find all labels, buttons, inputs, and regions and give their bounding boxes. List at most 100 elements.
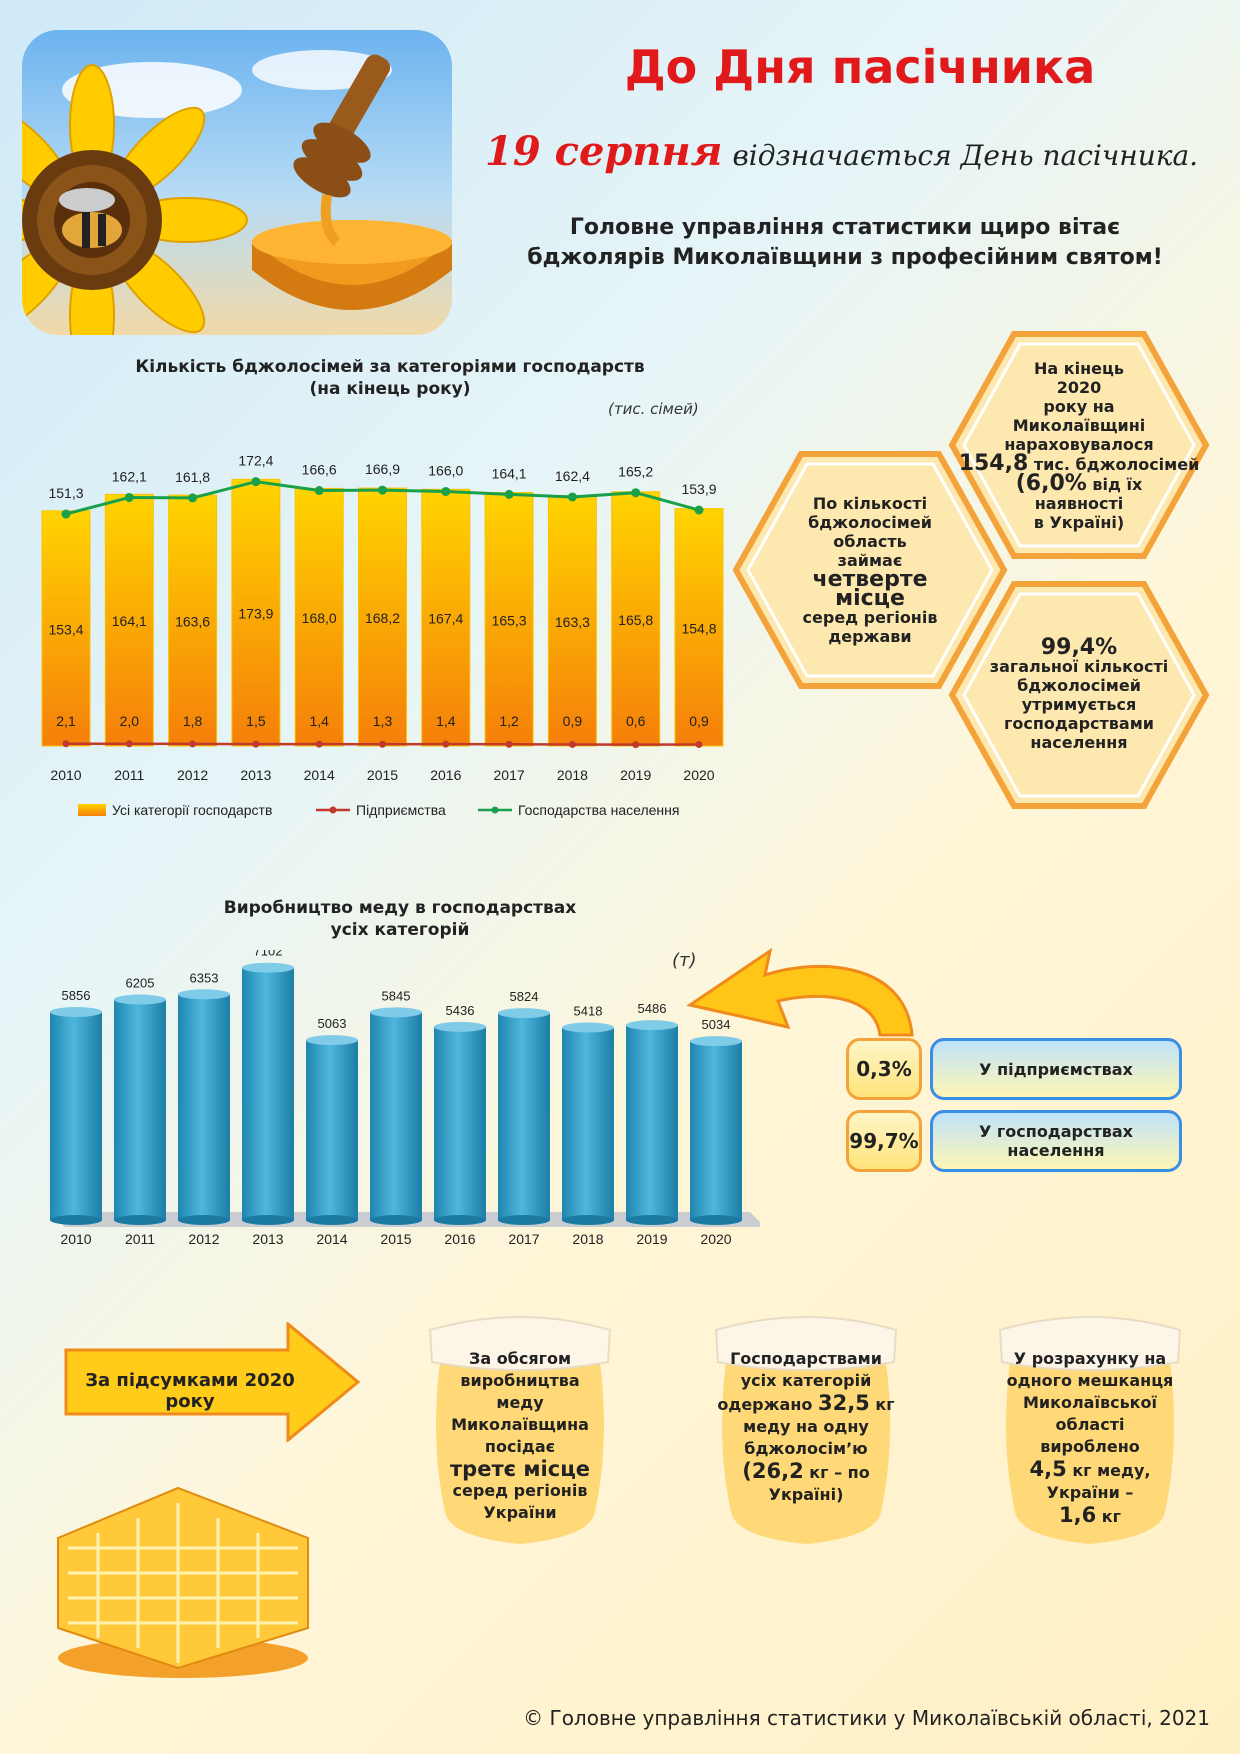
bar-all-categories: [611, 491, 661, 747]
honey-bar-top: [50, 1006, 102, 1017]
bar-label-all: 153,4: [48, 621, 83, 637]
bar-label-all: 164,1: [112, 613, 147, 629]
jar-highlight: 26,2: [751, 1459, 804, 1483]
hex-line: загальної кількості: [989, 657, 1169, 676]
hex-rank: По кількості бджолосімей область займає …: [732, 450, 1008, 690]
honey-bar: [498, 1013, 550, 1220]
enterprise-label: 2,0: [120, 713, 140, 729]
hex-total-text: На кінець 2020 року на Миколаївщині нара…: [948, 330, 1210, 560]
bar-all-categories: [421, 488, 471, 747]
share-households-label: У господарствах населення: [930, 1110, 1182, 1172]
honey-chart: 5856 6205 6353 7102 5063 5845 5436 5824 5418 5486…: [50, 950, 760, 1247]
hex-line: (: [1015, 470, 1026, 496]
x-tick-label: 2017: [508, 1231, 539, 1247]
honey-bar-bottom: [50, 1215, 102, 1225]
honey-bar-top: [498, 1008, 550, 1019]
hex-line: тис. бджолосімей: [1033, 454, 1200, 474]
bar-all-categories: [484, 492, 534, 747]
jar-line: Україні): [768, 1485, 844, 1504]
hex-line: Миколаївщині: [1012, 415, 1146, 435]
x-tick-label: 2011: [125, 1231, 155, 1247]
honey-chart-title: Виробництво меду в господарствах усіх ка…: [150, 897, 650, 941]
honey-bar-label: 6353: [190, 970, 219, 985]
honey-bar: [114, 999, 166, 1220]
holiday-date: 19 серпня: [485, 128, 723, 175]
household-point: [694, 505, 704, 515]
hex-line: 2020: [1056, 377, 1102, 397]
jar-line: Миколаївщина: [451, 1415, 589, 1434]
household-label: 166,9: [365, 461, 400, 477]
enterprise-point: [315, 740, 323, 748]
household-point: [631, 488, 641, 498]
jar-line: вироблено: [1040, 1437, 1140, 1456]
jar-line: За обсягом: [468, 1349, 572, 1368]
jar-line: України –: [1046, 1483, 1134, 1502]
household-point: [504, 489, 514, 499]
household-point: [441, 486, 451, 496]
bar-label-all: 163,3: [555, 614, 590, 630]
honey-bar-bottom: [114, 1215, 166, 1225]
bar-label-all: 163,6: [175, 614, 210, 630]
colonies-unit: (тис. сімей): [608, 400, 699, 418]
bar-all-categories: [231, 478, 281, 747]
enterprise-point: [695, 740, 703, 748]
bar-all-categories: [358, 487, 407, 747]
hex-rank-text: По кількості бджолосімей область займає …: [732, 450, 1008, 690]
legend-marker-enterprise: [329, 806, 337, 814]
jar-text: У розрахунку на одного мешканця Миколаїв…: [990, 1348, 1190, 1528]
honey-bar: [242, 967, 294, 1220]
honey-bar-bottom: [434, 1215, 486, 1225]
honey-bar-bottom: [626, 1215, 678, 1225]
bar-all-categories: [41, 510, 91, 747]
hex-line: серед регіонів: [802, 608, 938, 627]
honey-bar-label: 5034: [702, 1017, 731, 1032]
household-label: 162,4: [555, 468, 590, 484]
household-label: 151,3: [48, 485, 83, 501]
jar-line-highlight: 1,6 кг: [990, 1504, 1190, 1528]
hex-highlight: 6,0%: [1025, 470, 1087, 496]
honey-jar-icon: [428, 1316, 612, 1544]
hex-households: 99,4% загальної кількості бджолосімей ут…: [948, 580, 1210, 810]
hex-line: область: [833, 532, 907, 551]
jar-line: кг: [1101, 1507, 1121, 1526]
x-tick-label: 2010: [60, 1231, 91, 1247]
hexagon-shape: [732, 451, 1008, 689]
jar-line: меду: [496, 1393, 544, 1412]
hex-share-line: (6,0% від їх: [1015, 470, 1143, 496]
subtitle-text: відзначається День пасічника.: [732, 139, 1199, 172]
hex-line: населення: [1030, 733, 1128, 752]
hex-line: року на: [1043, 396, 1115, 416]
enterprise-point: [632, 741, 640, 749]
jar-line: бджолосім’ю: [744, 1439, 868, 1458]
honey-bar: [626, 1025, 678, 1220]
bar-label-all: 168,2: [365, 610, 400, 626]
x-tick-label: 2019: [636, 1231, 667, 1247]
greeting: Головне управління статистики щиро вітає…: [500, 213, 1190, 273]
honey-bar-label: 5856: [62, 988, 91, 1003]
x-tick-label: 2016: [430, 767, 461, 783]
household-point: [188, 493, 198, 503]
label-line: населення: [1007, 1141, 1105, 1160]
hexagon-shape: [948, 581, 1210, 809]
hex-line: в Україні): [1033, 512, 1125, 532]
legend-label-enterprise: Підприємства: [356, 802, 446, 818]
jar-highlight: третє місце: [450, 1457, 590, 1481]
hex-line: На кінець: [1034, 358, 1124, 378]
honey-bar-top: [690, 1036, 742, 1047]
hex-line: нараховувалося: [1004, 434, 1154, 454]
hex-line: бджолосімей: [808, 513, 932, 532]
household-label: 162,1: [112, 468, 147, 484]
jar-line: меду на одну: [743, 1417, 869, 1436]
legend-label-household: Господарства населення: [518, 802, 679, 818]
hex-line: господарствами: [1003, 714, 1155, 733]
jar-text: За обсягом виробництва меду Миколаївщина…: [420, 1348, 620, 1524]
hex-line: наявності: [1034, 493, 1124, 513]
jar-line: України: [483, 1503, 557, 1522]
hex-total: На кінець 2020 року на Миколаївщині нара…: [948, 330, 1210, 560]
honey-bar-bottom: [562, 1215, 614, 1225]
honey-bar-bottom: [242, 1215, 294, 1225]
honey-bar-top: [306, 1035, 358, 1046]
enterprise-label: 2,1: [56, 713, 76, 729]
jar-line: (: [742, 1459, 752, 1483]
household-point: [314, 486, 324, 496]
